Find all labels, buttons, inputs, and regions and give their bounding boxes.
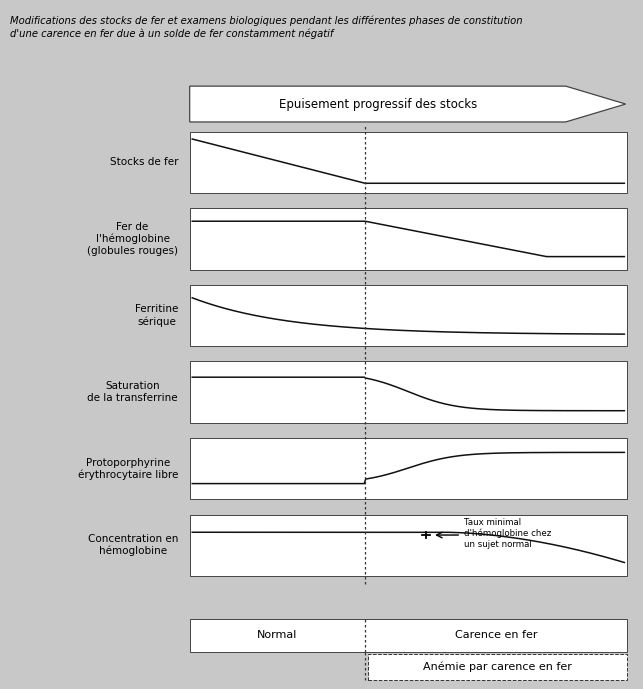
Bar xyxy=(190,208,627,269)
Text: Modifications des stocks de fer et examens biologiques pendant les différentes p: Modifications des stocks de fer et exame… xyxy=(10,15,522,25)
Text: Ferritine
sérique: Ferritine sérique xyxy=(135,305,178,327)
Text: Concentration en
hémoglobine: Concentration en hémoglobine xyxy=(87,534,178,557)
Polygon shape xyxy=(190,86,626,122)
Text: Normal: Normal xyxy=(257,630,297,640)
Bar xyxy=(190,362,627,423)
Text: d'une carence en fer due à un solde de fer constamment négatif: d'une carence en fer due à un solde de f… xyxy=(10,29,333,39)
Text: Fer de
l'hémoglobine
(globules rouges): Fer de l'hémoglobine (globules rouges) xyxy=(87,222,178,256)
Bar xyxy=(368,654,627,680)
Bar xyxy=(190,285,627,346)
Text: Stocks de fer: Stocks de fer xyxy=(109,157,178,167)
Text: Epuisement progressif des stocks: Epuisement progressif des stocks xyxy=(278,98,477,110)
Text: Saturation
de la transferrine: Saturation de la transferrine xyxy=(87,381,178,403)
Bar xyxy=(190,515,627,576)
Bar xyxy=(190,438,627,500)
Bar xyxy=(190,619,627,652)
Bar xyxy=(190,132,627,193)
Text: Taux minimal
d'hémoglobine chez
un sujet normal: Taux minimal d'hémoglobine chez un sujet… xyxy=(464,518,552,549)
Text: Anémie par carence en fer: Anémie par carence en fer xyxy=(423,661,572,672)
Text: Carence en fer: Carence en fer xyxy=(455,630,537,640)
Text: Protoporphyrine
érythrocytaire libre: Protoporphyrine érythrocytaire libre xyxy=(78,457,178,480)
